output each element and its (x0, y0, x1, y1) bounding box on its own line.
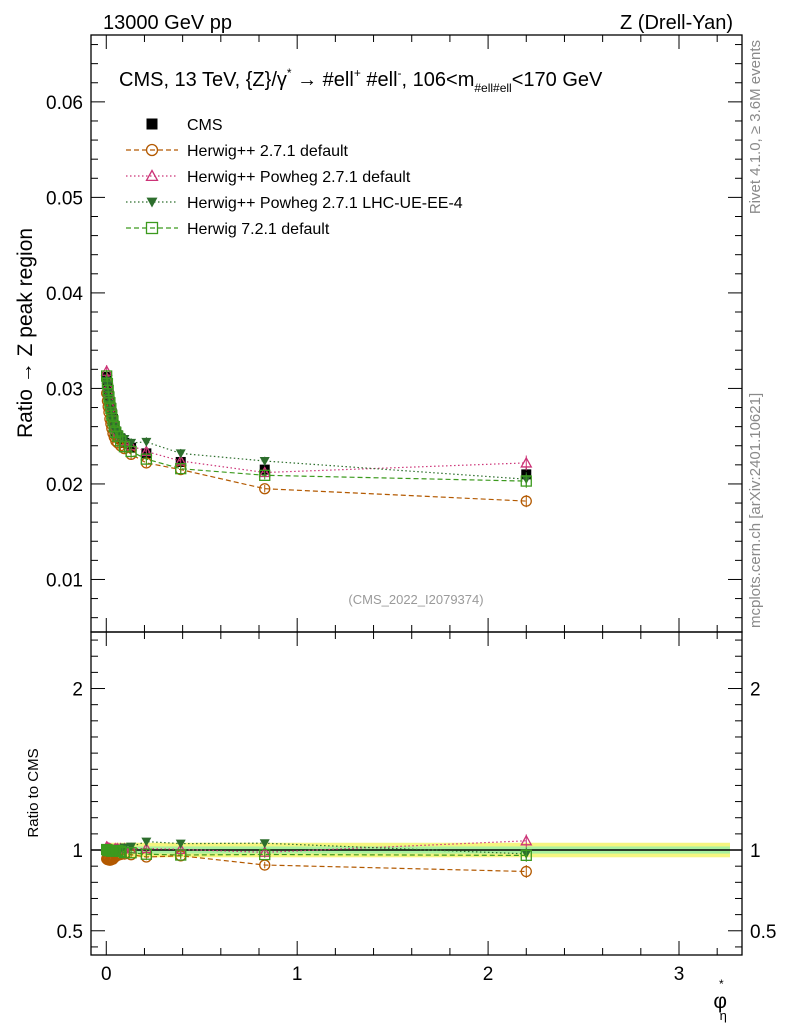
series-3-point (175, 449, 186, 459)
series-3-line (106, 380, 527, 480)
series-4-point (104, 397, 116, 409)
series-3-point (119, 435, 130, 445)
y-tick-label: 0.03 (46, 379, 83, 400)
legend-label: Herwig++ Powheg 2.7.1 LHC-UE-EE-4 (187, 195, 463, 212)
x-tick-label: 2 (483, 964, 494, 985)
ratio-series-3-point (125, 847, 137, 859)
series-2-line (106, 371, 527, 474)
series-4-point (101, 377, 114, 390)
ratio-series-2-point (141, 837, 152, 847)
series-4-point (107, 415, 119, 427)
series-4-point (101, 370, 113, 382)
legend-label: Herwig++ Powheg 2.7.1 default (187, 169, 411, 186)
ratio-y-tick-label-right: 2 (750, 680, 761, 701)
ratio-series-3-point (175, 849, 187, 861)
series-3-point (141, 437, 152, 447)
series-4-point (105, 402, 117, 415)
series-3-point (259, 457, 270, 467)
ratio-y-tick-label: 0.5 (57, 922, 83, 943)
series-4-point (103, 391, 115, 403)
plot-title: CMS, 13 TeV, {Z}/γ* → #ell+ #ell-, 106<m… (119, 66, 603, 95)
legend-marker (146, 197, 158, 208)
ratio-y-tick-label: 1 (72, 841, 83, 862)
ratio-series-1-point (520, 834, 533, 846)
series-1-line (106, 393, 527, 502)
main-series-layer (100, 364, 533, 508)
ratio-series-3-point (259, 848, 271, 861)
ratio-series-layer (100, 834, 533, 878)
ratio-uncertainty-band (91, 842, 742, 858)
y-tick-label: 0.02 (46, 475, 83, 496)
series-4-point (114, 435, 127, 447)
ratio-y-tick-label: 2 (72, 680, 83, 701)
ratio-series-0-point (520, 865, 532, 878)
ratio-y-axis-label: Ratio to CMS (25, 748, 42, 837)
series-1-point (520, 495, 532, 507)
legend: CMS Herwig++ 2.7.1 default Herwig++ Powheg… (126, 117, 463, 238)
x-tick-label: 3 (674, 964, 685, 985)
legend-label: CMS (187, 117, 223, 134)
series-4-point (102, 384, 114, 396)
analysis-id-watermark: (CMS_2022_I2079374) (348, 592, 483, 607)
y-tick-label: 0.06 (46, 93, 83, 114)
legend-label: Herwig++ 2.7.1 default (187, 143, 349, 160)
ratio-y-tick-label-right: 1 (750, 841, 761, 862)
x-tick-label: 1 (292, 964, 303, 985)
y-tick-label: 0.01 (46, 570, 83, 591)
legend-marker (145, 221, 159, 235)
legend-label: Herwig 7.2.1 default (187, 221, 330, 238)
header-left: 13000 GeV pp (103, 12, 232, 34)
x-axis-label: φ* η (713, 977, 727, 1023)
legend-marker (145, 169, 159, 182)
series-2-point (520, 456, 533, 468)
mcplots-source-label: mcplots.cern.ch [arXiv:2401.10621] (747, 393, 764, 628)
series-4-point (140, 453, 153, 465)
y-axis-label: Ratio → Z peak region (14, 228, 37, 438)
rivet-version-label: Rivet 4.1.0, ≥ 3.6M events (747, 40, 764, 214)
legend-marker (146, 118, 158, 130)
series-4-point (259, 469, 271, 481)
ratio-series-3-point (118, 846, 131, 859)
ratio-series-3-point (140, 848, 153, 860)
series-4-point (175, 463, 187, 475)
main-axis-ticks: 0.01 0.02 0.03 0.04 0.05 0.06 (46, 35, 742, 632)
ratio-series-2-point (259, 839, 270, 849)
ratio-series-2-point (175, 839, 186, 849)
ratio-axis-ticks: 0.5 0.5 1 1 2 2 0 1 2 3 (57, 632, 776, 985)
legend-marker (145, 143, 159, 157)
ratio-series-3-point (520, 849, 532, 862)
x-tick-label: 0 (101, 964, 112, 985)
ratio-y-tick-label-right: 0.5 (750, 922, 776, 943)
series-4-point (125, 445, 137, 458)
y-tick-label: 0.04 (46, 284, 83, 305)
series-4-point (520, 475, 532, 487)
series-4-point (106, 409, 118, 421)
header-right: Z (Drell-Yan) (620, 12, 733, 34)
ratio-panel-frame (90, 631, 743, 956)
series-1-point (259, 483, 271, 495)
y-tick-label: 0.05 (46, 188, 83, 209)
